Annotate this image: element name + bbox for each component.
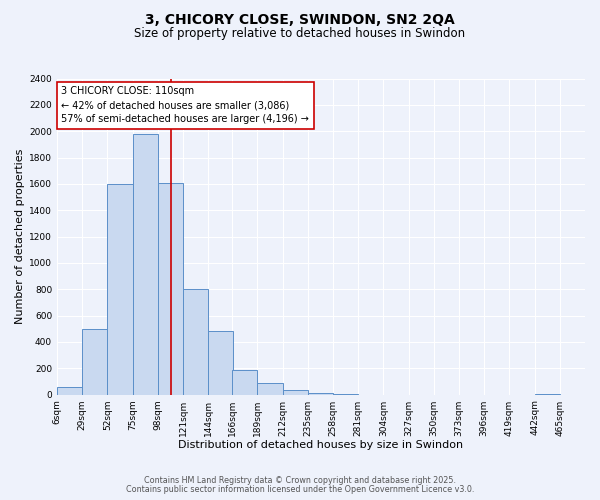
- Bar: [107, 184, 133, 394]
- Bar: [158, 182, 183, 394]
- Text: 3 CHICORY CLOSE: 110sqm
← 42% of detached houses are smaller (3,086)
57% of semi: 3 CHICORY CLOSE: 110sqm ← 42% of detache…: [61, 86, 309, 124]
- Bar: [308, 392, 333, 394]
- Bar: [257, 382, 283, 394]
- Text: Size of property relative to detached houses in Swindon: Size of property relative to detached ho…: [134, 28, 466, 40]
- Bar: [232, 370, 257, 394]
- Y-axis label: Number of detached properties: Number of detached properties: [15, 149, 25, 324]
- Text: Contains public sector information licensed under the Open Government Licence v3: Contains public sector information licen…: [126, 485, 474, 494]
- Bar: [208, 332, 233, 394]
- Text: Contains HM Land Registry data © Crown copyright and database right 2025.: Contains HM Land Registry data © Crown c…: [144, 476, 456, 485]
- Bar: [283, 390, 308, 394]
- Text: 3, CHICORY CLOSE, SWINDON, SN2 2QA: 3, CHICORY CLOSE, SWINDON, SN2 2QA: [145, 12, 455, 26]
- Bar: [133, 134, 158, 394]
- Bar: [183, 289, 208, 395]
- X-axis label: Distribution of detached houses by size in Swindon: Distribution of detached houses by size …: [178, 440, 464, 450]
- Bar: [82, 328, 107, 394]
- Bar: [57, 388, 82, 394]
